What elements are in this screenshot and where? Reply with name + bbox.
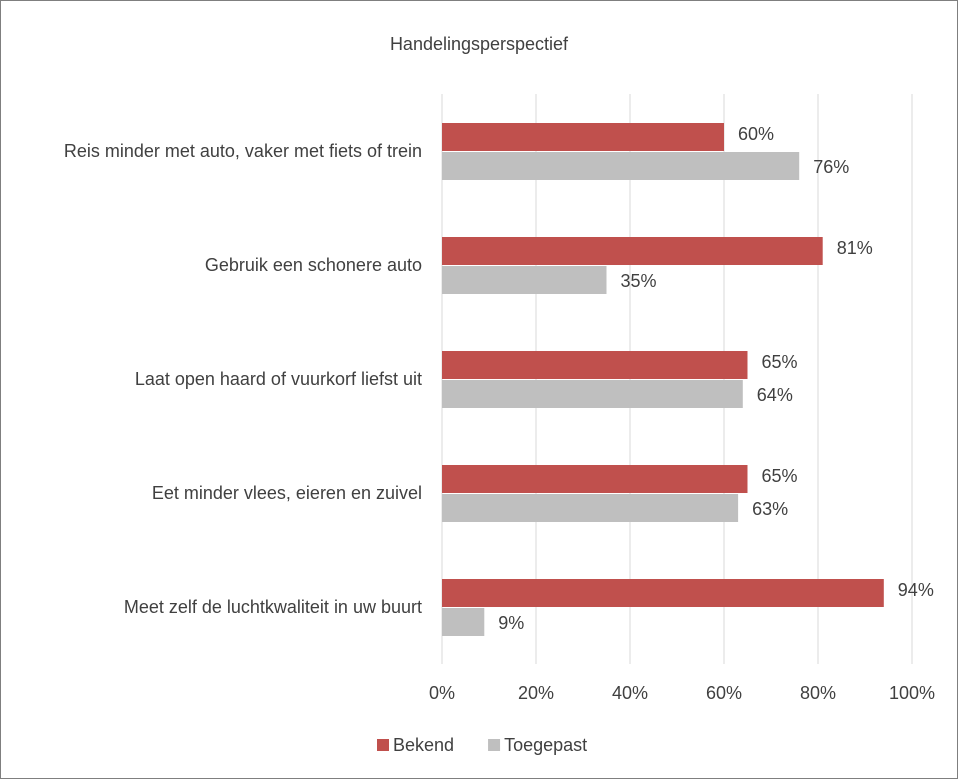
bar	[442, 266, 607, 294]
bar	[442, 465, 748, 493]
data-label: 64%	[757, 385, 793, 405]
x-tick-label: 80%	[800, 683, 836, 703]
x-tick-label: 40%	[612, 683, 648, 703]
bar	[442, 494, 739, 522]
data-label: 76%	[813, 157, 849, 177]
category-label: Meet zelf de luchtkwaliteit in uw buurt	[123, 597, 422, 617]
bar	[442, 579, 884, 607]
category-label: Reis minder met auto, vaker met fiets of…	[63, 141, 422, 161]
bar	[442, 123, 724, 151]
legend-swatch	[377, 739, 389, 751]
bar	[442, 608, 485, 636]
y-tick-label: Reis minder met auto, vaker met fiets of…	[18, 121, 422, 181]
category-label: Laat open haard of vuurkorf liefst uit	[134, 369, 422, 389]
y-tick-label: Meet zelf de luchtkwaliteit in uw buurt	[18, 577, 422, 637]
data-label: 60%	[738, 124, 774, 144]
chart-title: Handelingsperspectief	[390, 34, 569, 54]
legend-label: Toegepast	[504, 735, 587, 755]
legend-label: Bekend	[393, 735, 454, 755]
bar	[442, 152, 800, 180]
x-tick-label: 100%	[889, 683, 935, 703]
legend-swatch	[488, 739, 501, 751]
y-tick-label: Gebruik een schonere auto	[18, 235, 422, 295]
data-label: 65%	[762, 466, 798, 486]
data-label: 35%	[621, 271, 657, 291]
bar	[442, 380, 743, 408]
category-label: Eet minder vlees, eieren en zuivel	[151, 483, 422, 503]
data-label: 63%	[752, 499, 788, 519]
x-tick-label: 60%	[706, 683, 742, 703]
data-label: 65%	[762, 352, 798, 372]
category-label: Gebruik een schonere auto	[204, 255, 422, 275]
x-tick-label: 0%	[429, 683, 455, 703]
bar	[442, 351, 748, 379]
bar	[442, 237, 823, 265]
data-label: 81%	[837, 238, 873, 258]
y-tick-label: Eet minder vlees, eieren en zuivel	[18, 463, 422, 523]
data-label: 94%	[898, 580, 934, 600]
data-label: 9%	[498, 613, 524, 633]
y-tick-label: Laat open haard of vuurkorf liefst uit	[18, 349, 422, 409]
x-tick-label: 20%	[518, 683, 554, 703]
